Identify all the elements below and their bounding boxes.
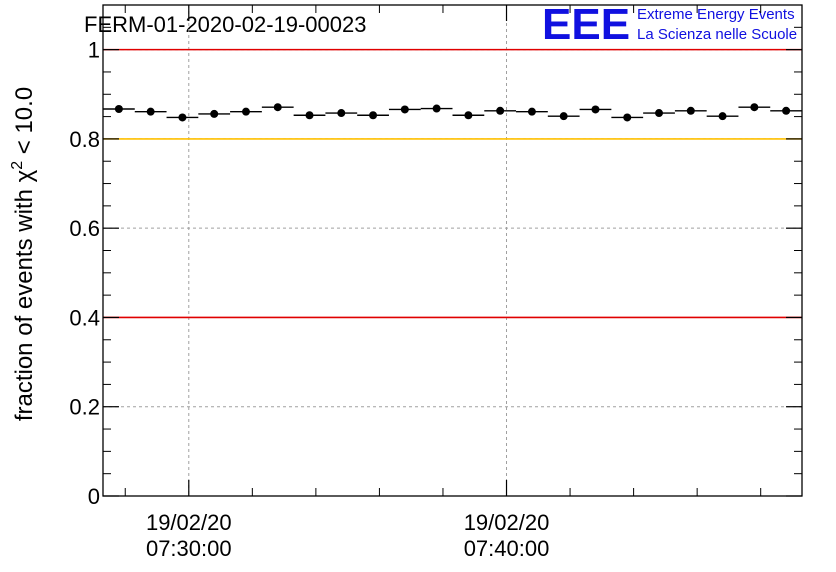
data-point [178, 113, 187, 122]
data-point [559, 112, 568, 121]
reference-lines [103, 48, 802, 319]
x-tick-date-label: 19/02/20 [146, 510, 232, 535]
data-point [400, 105, 409, 114]
y-tick-label: 0 [88, 484, 100, 509]
data-point [718, 112, 727, 121]
x-tick-time-label: 07:30:00 [146, 536, 232, 561]
logo-mark: EEE [542, 0, 630, 49]
data-point [655, 109, 664, 118]
data-point [496, 106, 505, 115]
y-axis-label-text: fraction of events with χ [11, 169, 38, 421]
y-tick-labels: 0 0.2 0.4 0.6 0.8 1 [69, 38, 100, 509]
data-point [782, 106, 791, 115]
eee-logo: EEE Extreme Energy Events La Scienza nel… [542, 0, 797, 49]
data-point [623, 113, 632, 122]
data-point [464, 111, 473, 120]
data-point [114, 105, 123, 114]
data-point [686, 106, 695, 115]
data-point [305, 111, 314, 120]
data-point [273, 103, 282, 112]
axis-ticks [103, 5, 802, 497]
data-point [591, 105, 600, 114]
x-tick-time-label: 07:40:00 [464, 536, 550, 561]
grid-lines [103, 5, 802, 496]
y-axis-label-sup: 2 [9, 161, 26, 170]
data-point [146, 107, 155, 116]
y-tick-label: 0.6 [69, 216, 100, 241]
y-tick-label: 0.2 [69, 395, 100, 420]
data-point [337, 109, 346, 118]
data-point [210, 109, 219, 118]
y-axis-label-tail: < 10.0 [11, 87, 38, 161]
y-tick-label: 0.8 [69, 127, 100, 152]
chart-title: FERM-01-2020-02-19-00023 [84, 12, 367, 37]
data-point [241, 107, 250, 116]
logo-line2: La Scienza nelle Scuole [637, 26, 797, 43]
y-axis-label: fraction of events with χ2 < 10.0 [9, 87, 38, 421]
y-tick-label: 0.4 [69, 305, 100, 330]
data-point [750, 103, 759, 112]
data-points [103, 103, 802, 122]
data-point [527, 107, 536, 116]
data-point [369, 111, 378, 120]
logo-line1: Extreme Energy Events [637, 6, 795, 23]
x-tick-date-label: 19/02/20 [464, 510, 550, 535]
data-point [432, 104, 441, 113]
plot-frame [102, 4, 803, 497]
y-tick-label: 1 [88, 38, 100, 63]
